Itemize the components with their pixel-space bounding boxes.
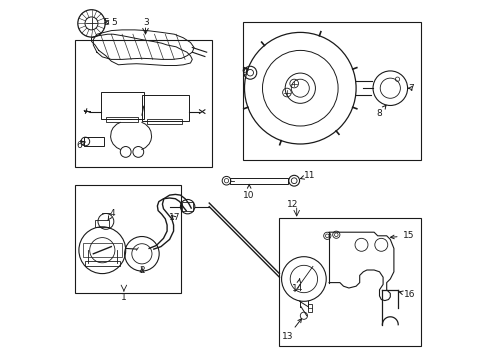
Text: 17: 17	[168, 213, 180, 222]
Text: 11: 11	[300, 171, 314, 180]
Text: 1: 1	[121, 293, 126, 302]
Text: 9: 9	[241, 68, 246, 77]
Text: 6: 6	[76, 141, 85, 150]
Bar	[307, 304, 311, 312]
Text: 2: 2	[139, 266, 144, 275]
Bar	[75, 185, 181, 293]
Text: 5: 5	[111, 18, 117, 27]
Text: 14: 14	[291, 279, 303, 293]
Text: 10: 10	[243, 185, 254, 199]
Bar	[82, 243, 122, 257]
Text: 12: 12	[286, 200, 298, 209]
Text: 3: 3	[143, 18, 149, 27]
Text: 8: 8	[376, 105, 385, 118]
Bar	[278, 218, 420, 346]
Text: 7: 7	[407, 84, 413, 93]
Bar	[84, 137, 104, 146]
Bar	[75, 40, 212, 167]
Bar	[242, 22, 420, 160]
Bar	[106, 117, 138, 122]
Bar	[95, 220, 109, 227]
Text: 5: 5	[103, 18, 108, 27]
Bar	[142, 95, 188, 121]
Bar	[85, 261, 120, 266]
Text: 15: 15	[390, 231, 413, 240]
Bar	[182, 202, 193, 211]
Text: 13: 13	[282, 319, 301, 341]
Text: 4: 4	[108, 209, 115, 220]
Bar	[147, 119, 181, 124]
Text: 16: 16	[399, 290, 414, 299]
Bar	[101, 92, 143, 119]
Bar	[230, 178, 287, 184]
